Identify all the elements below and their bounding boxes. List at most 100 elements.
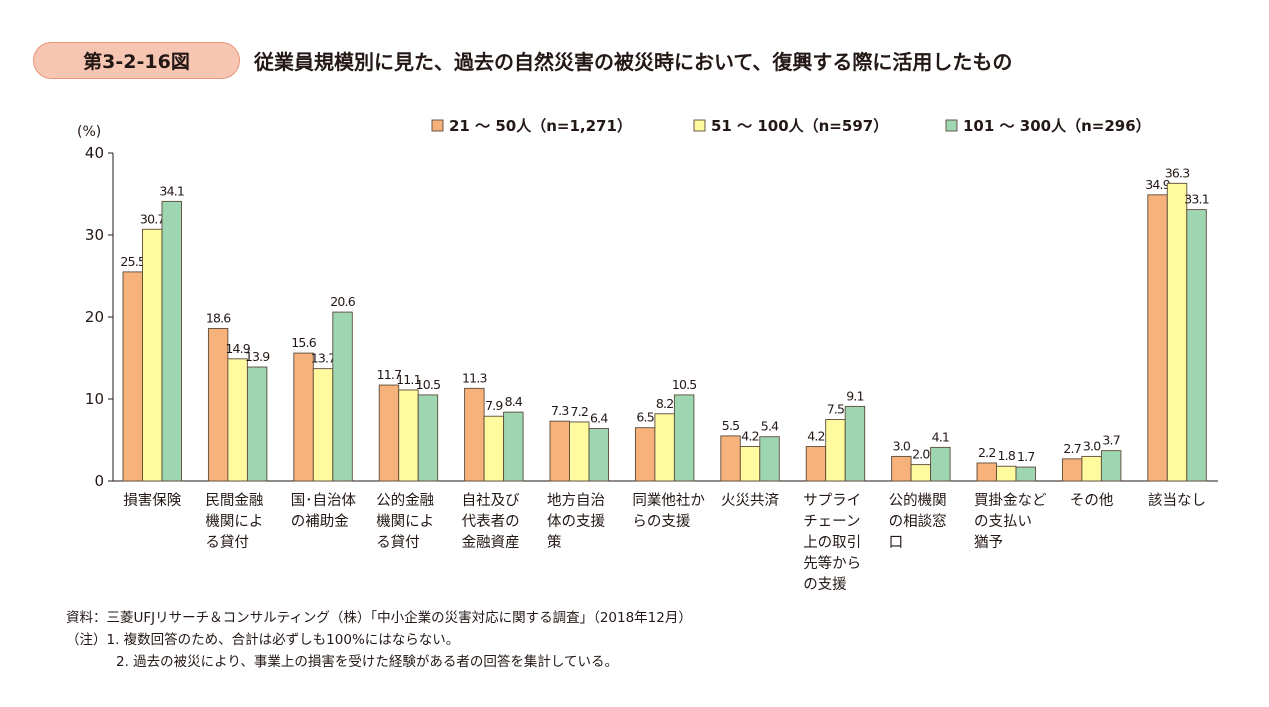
category-label: 国･自治体の補助金 [291,492,357,530]
bar [378,384,400,482]
y-tick-label: 10 [85,390,104,408]
bar-value-label: 2.0 [912,447,930,462]
bar [464,387,485,482]
bar [1100,450,1122,482]
y-axis-unit-label: (%) [77,124,101,140]
bar-value-label: 3.0 [1083,438,1101,453]
bar-value-label: 8.4 [505,394,523,409]
bar [1015,466,1036,482]
bar-value-label: 7.3 [551,403,568,418]
category-label: 同業他社からの支援 [632,492,705,530]
category-label: その他 [1070,492,1114,509]
bar [996,465,1017,482]
category-label: 公的機関の相談窓口 [889,492,947,551]
bar [720,435,741,482]
y-tick-label: 30 [85,226,104,244]
bar-value-label: 20.6 [330,294,355,309]
bar-value-label: 6.5 [636,410,653,425]
bar [1081,455,1102,482]
bar-value-label: 11.7 [377,367,402,382]
bar-value-label: 4.1 [932,429,949,444]
bar-value-label: 9.1 [846,388,863,403]
source-note: 資料：三菱UFJリサーチ＆コンサルティング（株）「中小企業の災害対応に関する調査… [66,610,692,626]
notes: 資料：三菱UFJリサーチ＆コンサルティング（株）「中小企業の災害対応に関する調査… [66,607,692,673]
category-label: 該当なし [1148,492,1206,509]
bar-value-label: 6.4 [590,411,608,426]
bar [1166,182,1188,482]
bar-value-label: 2.2 [978,445,995,460]
bar-value-label: 7.9 [485,398,503,413]
y-tick-label: 0 [94,472,104,490]
category-label: 火災共済 [721,492,779,509]
y-tick-label: 40 [85,144,104,162]
bar-value-label: 3.7 [1102,433,1119,448]
bar-value-label: 14.9 [225,341,250,356]
bar [588,428,609,482]
bar-value-label: 34.1 [159,183,184,198]
y-tick-label: 20 [85,308,104,326]
bar-value-label: 1.8 [998,448,1016,463]
bar [1147,194,1168,482]
category-label: 買掛金などの支払い猶予 [974,492,1047,551]
bar [759,436,780,482]
bar [503,411,524,482]
note-2: 2. 過去の被災により、事業上の損害を受けた経験がある者の回答を集計している。 [116,654,618,670]
bar [805,446,827,482]
bar-value-label: 15.6 [291,335,316,350]
bar [634,427,656,482]
bar-value-label: 11.1 [396,372,421,387]
bar [825,419,846,482]
bar-value-label: 4.2 [741,429,758,444]
bar-value-label: 5.5 [722,418,739,433]
bar [739,446,761,482]
bar [293,352,314,482]
bar [1061,458,1083,482]
bar [246,366,268,482]
note-1: （注）1. 複数回答のため、合計は必ずしも100%にはならない。 [66,632,460,648]
bar-value-label: 25.5 [120,254,145,269]
bar [910,464,932,482]
bar-value-label: 34.9 [1145,177,1170,192]
bar [483,415,505,482]
bar [654,413,675,482]
figure-title: 従業員規模別に見た、過去の自然災害の被災時において、復興する際に活用したもの [254,50,1013,74]
bar [142,228,163,482]
bar [844,405,866,482]
bar-value-label: 3.0 [893,438,911,453]
category-label: サプライチェーン上の取引先等からの支援 [803,492,861,593]
category-label: 自社及び代表者の金融資産 [462,492,520,551]
legend-label: 101 〜 300人（n=296） [963,117,1151,135]
bar-value-label: 18.6 [206,310,231,325]
bar [122,271,143,482]
bar-value-label: 10.5 [416,377,441,392]
bar [398,389,419,482]
legend-label: 21 〜 50人（n=1,271） [449,117,632,135]
bar-value-label: 7.5 [827,402,844,417]
bar [976,462,997,482]
bar-value-label: 10.5 [672,377,697,392]
bar [569,421,590,482]
bar-value-label: 13.9 [245,349,270,364]
bar [312,368,334,482]
bar-value-label: 30.7 [140,211,165,226]
figure-number-badge: 第3-2-16図 [33,42,240,79]
bar-value-label: 13.7 [311,351,336,366]
bar-value-label: 11.3 [462,370,487,385]
bar [673,394,695,482]
category-label: 損害保険 [123,492,181,509]
bar-value-label: 5.4 [761,419,779,434]
bar [417,394,439,482]
bar [891,455,912,482]
bar [332,311,353,482]
legend-swatch [945,119,958,132]
legend-label: 51 〜 100人（n=597） [711,117,888,135]
bar [930,446,951,482]
bar-value-label: 2.7 [1063,441,1080,456]
bar [227,358,248,482]
category-label: 民間金融機関による貸付 [205,492,263,551]
bar-value-label: 8.2 [656,396,673,411]
bar [549,420,570,482]
legend-swatch [693,119,706,132]
bar-value-label: 33.1 [1184,192,1209,207]
